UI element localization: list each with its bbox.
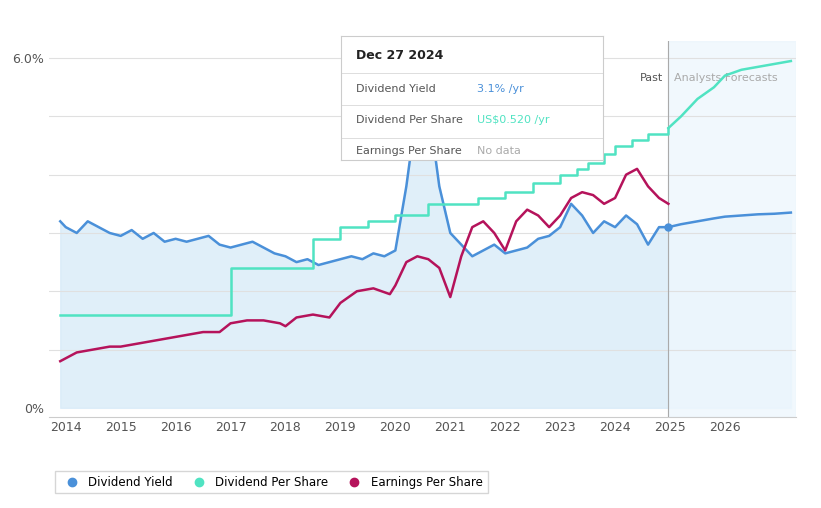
Text: US$0.520 /yr: US$0.520 /yr [477, 115, 550, 125]
Bar [668, 41, 796, 417]
Text: No data: No data [477, 146, 521, 156]
Text: Dividend Yield: Dividend Yield [356, 84, 436, 94]
Text: Dividend Per Share: Dividend Per Share [356, 115, 463, 125]
Text: Past: Past [640, 73, 663, 83]
Legend: Dividend Yield, Dividend Per Share, Earnings Per Share: Dividend Yield, Dividend Per Share, Earn… [55, 471, 488, 493]
Text: Dec 27 2024: Dec 27 2024 [356, 49, 444, 62]
Text: Earnings Per Share: Earnings Per Share [356, 146, 462, 156]
Text: Analysts Forecasts: Analysts Forecasts [674, 73, 777, 83]
Text: 3.1% /yr: 3.1% /yr [477, 84, 524, 94]
